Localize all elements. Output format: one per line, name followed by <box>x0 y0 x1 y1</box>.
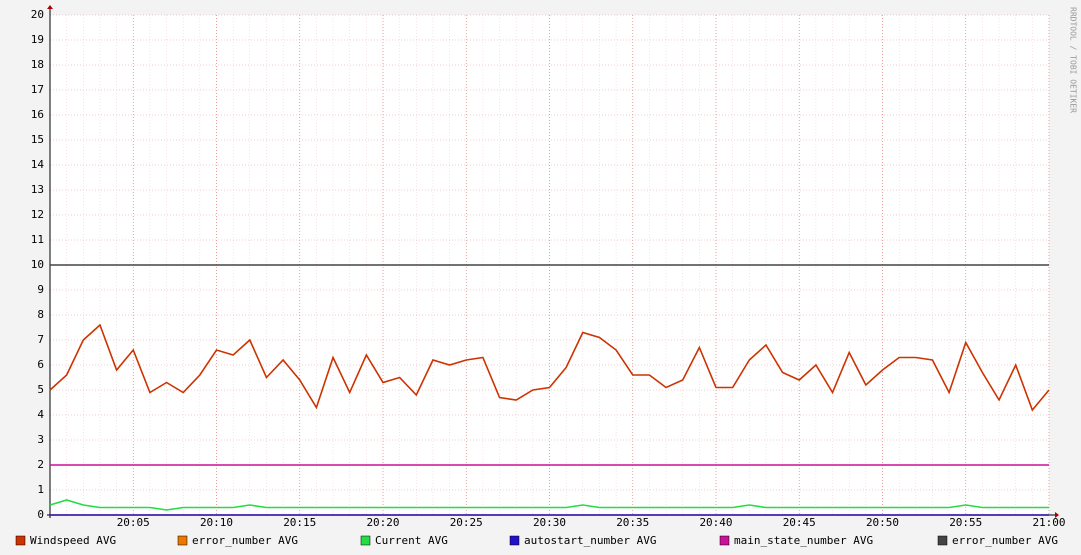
x-tick-label: 20:35 <box>616 516 649 529</box>
y-tick-label: 10 <box>31 258 44 271</box>
y-tick-label: 11 <box>31 233 44 246</box>
y-tick-label: 15 <box>31 133 44 146</box>
y-tick-label: 5 <box>37 383 44 396</box>
legend-swatch <box>719 535 730 546</box>
x-tick-label: 20:45 <box>783 516 816 529</box>
y-tick-label: 13 <box>31 183 44 196</box>
y-tick-label: 0 <box>37 508 44 521</box>
y-tick-label: 12 <box>31 208 44 221</box>
y-tick-label: 2 <box>37 458 44 471</box>
y-tick-label: 20 <box>31 8 44 21</box>
y-tick-label: 3 <box>37 433 44 446</box>
x-tick-label: 20:10 <box>200 516 233 529</box>
legend-swatch <box>177 535 188 546</box>
legend-label: Current AVG <box>375 534 448 547</box>
legend-label: main_state_number AVG <box>734 534 873 547</box>
legend-label: error_number AVG <box>192 534 298 547</box>
y-tick-label: 8 <box>37 308 44 321</box>
y-tick-label: 19 <box>31 33 44 46</box>
y-tick-label: 17 <box>31 83 44 96</box>
axis-arrow <box>1055 512 1059 518</box>
y-tick-label: 4 <box>37 408 44 421</box>
y-tick-label: 14 <box>31 158 45 171</box>
legend-swatch <box>937 535 948 546</box>
series-line <box>49 499 1049 511</box>
legend-swatch <box>509 535 520 546</box>
y-tick-label: 16 <box>31 108 44 121</box>
legend-swatch <box>15 535 26 546</box>
y-tick-label: 6 <box>37 358 44 371</box>
x-tick-label: 20:40 <box>699 516 732 529</box>
side-label: RRDTOOL / TOBI OETIKER <box>1069 7 1078 113</box>
y-tick-label: 18 <box>31 58 44 71</box>
legend-label: Windspeed AVG <box>30 534 116 547</box>
x-tick-label: 20:25 <box>450 516 483 529</box>
legend-label: autostart_number AVG <box>524 534 656 547</box>
x-tick-label: 20:55 <box>949 516 982 529</box>
y-tick-label: 1 <box>37 483 44 496</box>
y-tick-label: 9 <box>37 283 44 296</box>
x-tick-label: 21:00 <box>1032 516 1065 529</box>
x-tick-label: 20:15 <box>283 516 316 529</box>
y-tick-label: 7 <box>37 333 44 346</box>
x-tick-label: 20:20 <box>366 516 399 529</box>
legend-swatch <box>360 535 371 546</box>
x-tick-label: 20:30 <box>533 516 566 529</box>
x-tick-label: 20:05 <box>117 516 150 529</box>
axis-arrow <box>47 5 53 9</box>
legend-label: error_number AVG <box>952 534 1058 547</box>
x-tick-label: 20:50 <box>866 516 899 529</box>
series-line <box>49 323 1050 412</box>
